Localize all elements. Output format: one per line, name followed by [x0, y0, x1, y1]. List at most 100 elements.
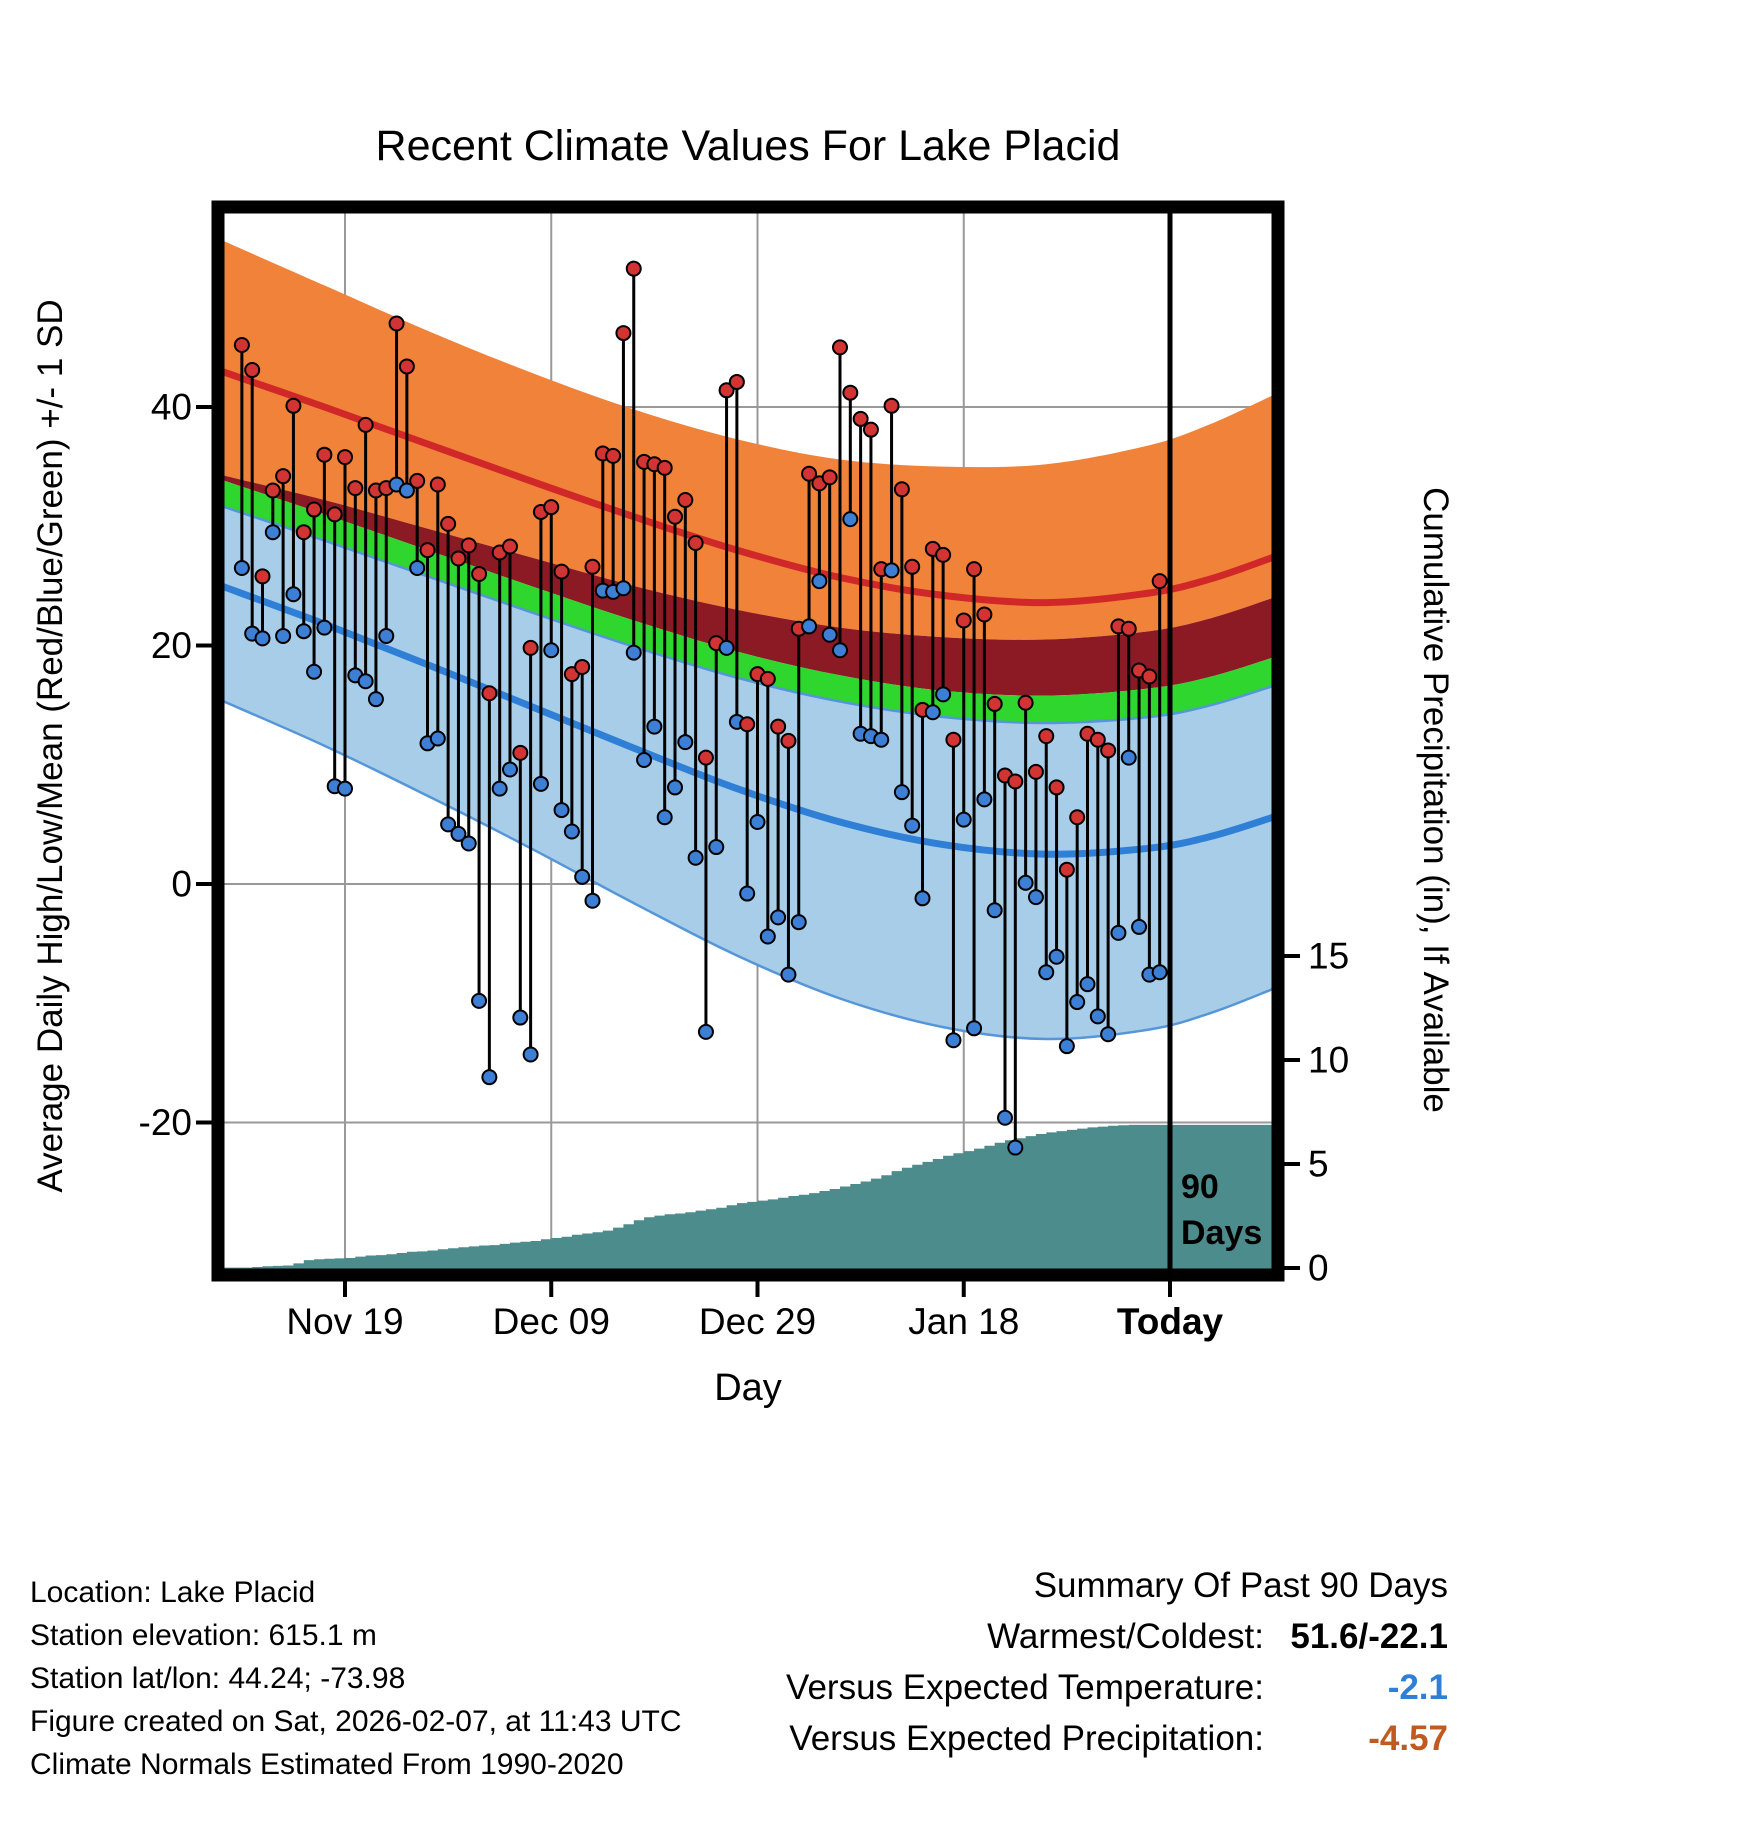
plot-frame [211, 200, 1285, 1282]
high-plus-minus-sd-band [224, 241, 1272, 640]
daily-high-dot [326, 506, 343, 523]
warmest-coldest-row: Warmest/Coldest: 51.6/-22.1 [786, 1617, 1448, 1657]
daily-low-dot [316, 619, 333, 636]
ytick-left-40: 40 [151, 387, 192, 428]
ytick-right-15: 15 [1308, 936, 1349, 977]
daily-low-dot [780, 966, 797, 983]
daily-high-dot [481, 685, 498, 702]
warmest-coldest-value: 51.6/-22.1 [1290, 1617, 1448, 1656]
daily-low-dot [409, 559, 426, 576]
daily-low-dot [976, 791, 993, 808]
mean-high-line [224, 368, 1272, 607]
vs-temp-label: Versus Expected Temperature: [786, 1668, 1264, 1707]
daily-high-dot [780, 732, 797, 749]
daily-low-dot [532, 775, 549, 792]
daily-high-dot [1027, 763, 1044, 780]
daily-low-dot [563, 823, 580, 840]
ytick-left-n20: -20 [139, 1102, 192, 1143]
daily-high-dot [728, 373, 745, 390]
daily-low-dot [398, 482, 415, 499]
daily-high-dot [966, 561, 983, 578]
low-band-bottom-edge [224, 700, 1272, 1041]
daily-high-dot [1100, 742, 1117, 759]
daily-high-dot [275, 468, 292, 485]
daily-high-dot [388, 315, 405, 332]
daily-high-dot [450, 550, 467, 567]
daily-low-dot [625, 644, 642, 661]
daily-low-dot [832, 642, 848, 659]
daily-high-dot [460, 537, 477, 554]
daily-high-dot [584, 558, 601, 575]
station-latlon: Station lat/lon: 44.24; -73.98 [30, 1661, 406, 1695]
daily-high-dot [852, 410, 869, 427]
ninety-days-label-1: 90 [1181, 1168, 1219, 1206]
daily-low-dot [636, 751, 653, 768]
xtick-nov19: Nov 19 [286, 1301, 403, 1342]
daily-low-dot [873, 731, 890, 748]
daily-low-dot [667, 779, 683, 796]
vs-precip-row: Versus Expected Precipitation: -4.57 [786, 1719, 1448, 1759]
daily-low-dot [914, 890, 931, 907]
daily-low-dot [429, 730, 446, 747]
daily-low-dot [790, 914, 807, 931]
daily-high-dot [337, 449, 353, 466]
daily-low-dot [584, 892, 601, 909]
daily-high-dot [801, 465, 818, 482]
climate-chart: Recent Climate Values For Lake Placid 40… [31, 122, 1455, 1409]
daily-high-dot [471, 565, 488, 582]
xtick-today: Today [1117, 1301, 1224, 1342]
daily-high-dot [347, 480, 364, 497]
daily-low-dot [1089, 1008, 1106, 1025]
daily-high-dot [759, 670, 776, 687]
summary-heading-text: Summary Of Past 90 Days [1033, 1566, 1448, 1605]
daily-low-dot [522, 1046, 539, 1063]
band-overlap-region [224, 475, 1272, 696]
daily-low-dot [264, 524, 281, 541]
daily-low-dot [1027, 889, 1044, 906]
daily-low-dot [1058, 1038, 1075, 1055]
daily-high-dot [419, 542, 436, 559]
vs-temp-value: -2.1 [1387, 1668, 1448, 1707]
daily-low-dot [656, 809, 673, 826]
daily-low-dot [275, 627, 292, 644]
daily-high-dot [1058, 861, 1075, 878]
daily-low-dot [1038, 964, 1055, 981]
daily-low-dot [893, 784, 910, 801]
daily-high-dot [904, 558, 921, 575]
vs-temp-row: Versus Expected Temperature: -2.1 [786, 1668, 1448, 1708]
daily-high-dot [656, 459, 673, 476]
daily-low-dot [295, 623, 312, 640]
ytick-left-0: 0 [171, 864, 192, 905]
ytick-left-20: 20 [151, 625, 192, 666]
daily-low-dot [924, 704, 941, 721]
daily-low-dot [811, 573, 828, 590]
daily-high-dot [667, 508, 683, 525]
daily-high-dot [295, 524, 312, 541]
daily-low-dot [285, 586, 302, 603]
daily-low-dot [842, 511, 859, 528]
daily-low-dot [687, 849, 704, 866]
daily-low-dot [955, 811, 972, 828]
vs-precip-label: Versus Expected Precipitation: [789, 1719, 1264, 1758]
daily-low-dot [759, 928, 776, 945]
daily-low-dot [1007, 1139, 1024, 1156]
daily-high-dot [893, 481, 910, 498]
daily-low-dot [646, 718, 663, 735]
daily-low-dot [233, 559, 250, 576]
daily-high-dot [357, 416, 374, 433]
daily-low-dot [1079, 976, 1096, 993]
daily-high-dot [625, 260, 642, 277]
ytick-right-0: 0 [1308, 1248, 1329, 1289]
daily-low-dot [1100, 1026, 1117, 1043]
daily-low-dot [471, 992, 488, 1009]
daily-low-dot [450, 825, 467, 842]
daily-low-dot [821, 626, 838, 643]
daily-high-dot [687, 534, 704, 551]
daily-low-dot [337, 780, 353, 797]
daily-low-dot [801, 618, 818, 635]
daily-high-dot [285, 397, 302, 414]
daily-high-dot [1089, 731, 1106, 748]
daily-low-dot [697, 1023, 714, 1040]
daily-high-dot [605, 447, 622, 464]
warmest-coldest-label: Warmest/Coldest: [987, 1617, 1264, 1656]
